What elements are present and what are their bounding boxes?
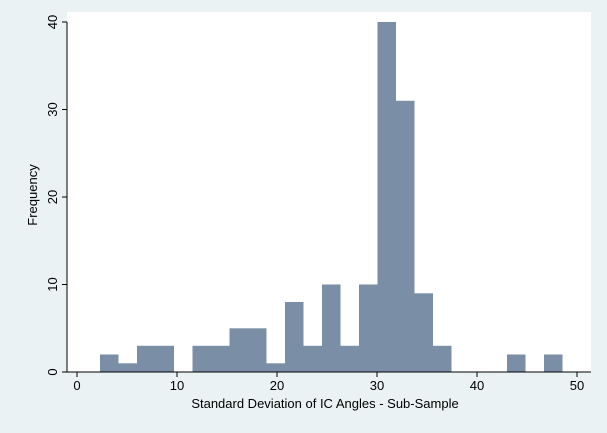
x-tick-label: 10: [170, 378, 184, 393]
histogram-bar: [377, 22, 396, 372]
y-tick-label: 30: [45, 102, 60, 116]
x-tick-label: 0: [73, 378, 80, 393]
histogram-bar: [303, 345, 322, 373]
histogram-bar: [266, 363, 285, 373]
histogram-bar: [118, 363, 137, 373]
histogram-bar: [414, 293, 433, 373]
histogram-bar: [248, 328, 267, 373]
x-tick-label: 40: [470, 378, 484, 393]
histogram-bar: [433, 345, 452, 373]
axes-layer: 0 10 20 30 40 50 0 10 20 30 40: [45, 15, 591, 393]
histogram-bar: [137, 345, 156, 373]
bars-layer: [100, 22, 563, 373]
x-tick-label: 30: [370, 378, 384, 393]
histogram-bar: [211, 345, 230, 373]
histogram-bar: [100, 354, 119, 372]
histogram-bar: [322, 284, 341, 372]
y-tick-label: 20: [45, 190, 60, 204]
y-axis-label: Frequency: [25, 164, 40, 226]
histogram-bar: [155, 345, 174, 373]
histogram-bar: [192, 345, 211, 373]
histogram-bar: [359, 284, 378, 372]
histogram-bar: [229, 328, 248, 373]
x-tick-label: 20: [270, 378, 284, 393]
y-tick-label: 40: [45, 15, 60, 29]
histogram-bar: [340, 345, 359, 373]
histogram-bar: [507, 354, 526, 372]
histogram-bar: [544, 354, 563, 372]
x-tick-label: 50: [570, 378, 584, 393]
y-tick-label: 10: [45, 277, 60, 291]
x-axis-label: Standard Deviation of IC Angles - Sub-Sa…: [191, 396, 458, 411]
histogram-bar: [285, 302, 304, 372]
y-tick-label: 0: [45, 368, 60, 375]
histogram-bar: [396, 100, 415, 373]
